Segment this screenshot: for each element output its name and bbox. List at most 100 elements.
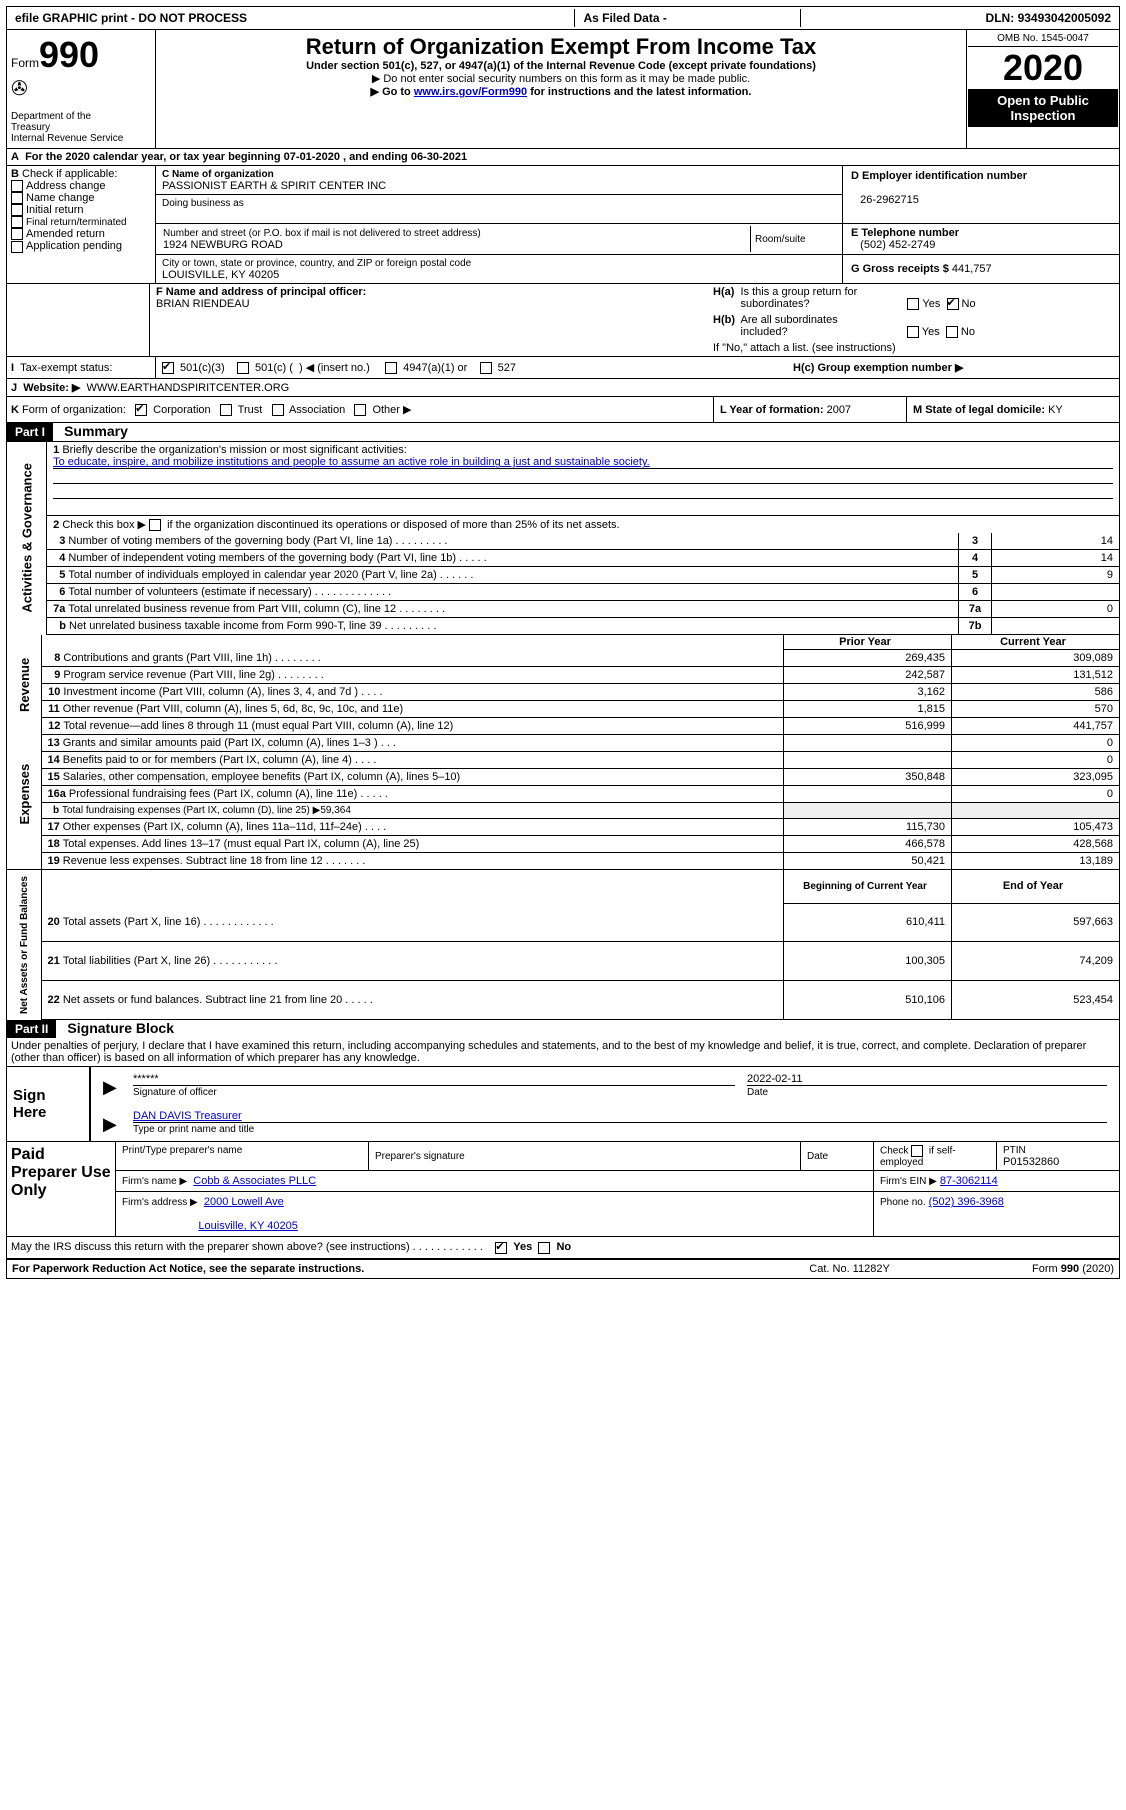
cb-address-change[interactable]: Address change <box>26 180 106 192</box>
c17: 105,473 <box>952 818 1120 835</box>
cb-final-return[interactable]: Final return/terminated <box>26 217 127 228</box>
section-hb-note: If "No," attach a list. (see instruction… <box>707 340 1119 356</box>
p9: 242,587 <box>784 666 952 683</box>
firm-phone: Phone no. (502) 396-3968 <box>874 1192 1120 1237</box>
val-5: 9 <box>992 567 1120 584</box>
val-4: 14 <box>992 550 1120 567</box>
section-ha: H(a) Is this a group return for subordin… <box>707 284 1119 312</box>
sidebar-revenue: Revenue <box>7 635 42 734</box>
preparer-date: Date <box>801 1142 874 1171</box>
prior-year-hdr: Prior Year <box>784 635 952 650</box>
p16b <box>784 802 952 818</box>
p12: 516,999 <box>784 717 952 734</box>
line-20: 20 Total assets (Part X, line 16) . . . … <box>41 903 783 941</box>
form-subtitle-1: Under section 501(c), 527, or 4947(a)(1)… <box>164 60 958 72</box>
firm-name: Firm's name ▶ Cobb & Associates PLLC <box>116 1171 874 1192</box>
line-21: 21 Total liabilities (Part X, line 26) .… <box>41 942 783 981</box>
sign-arrow-icon: ▶ <box>97 1070 127 1101</box>
part-ii-title: Signature Block <box>59 1020 174 1036</box>
section-j: J Website: ▶ WWW.EARTHANDSPIRITCENTER.OR… <box>7 379 1120 397</box>
discuss-line: May the IRS discuss this return with the… <box>7 1237 1120 1259</box>
p14 <box>784 751 952 768</box>
p15: 350,848 <box>784 768 952 785</box>
preparer-self-employed: Check if self-employed <box>874 1142 997 1171</box>
cb-app-pending[interactable]: Application pending <box>26 240 122 252</box>
sidebar-governance: Activities & Governance <box>7 442 47 635</box>
boy-hdr: Beginning of Current Year <box>784 870 952 903</box>
line-14: 14 Benefits paid to or for members (Part… <box>41 751 784 768</box>
line-11: 11 Other revenue (Part VIII, column (A),… <box>42 700 784 717</box>
cb-amended[interactable]: Amended return <box>26 228 105 240</box>
val-3: 14 <box>992 533 1120 550</box>
p13 <box>784 735 952 752</box>
form-title: Return of Organization Exempt From Incom… <box>164 34 958 60</box>
sidebar-net-assets: Net Assets or Fund Balances <box>7 870 41 1020</box>
section-d: D Employer identification number 26-2962… <box>843 166 1120 224</box>
p19: 50,421 <box>784 852 952 869</box>
key-4: 4 <box>959 550 992 567</box>
c15: 323,095 <box>952 768 1120 785</box>
line-16b: b Total fundraising expenses (Part IX, c… <box>41 802 784 818</box>
as-filed: As Filed Data - <box>575 9 801 27</box>
p20: 610,411 <box>784 903 952 941</box>
form-subtitle-3: ▶ Go to www.irs.gov/Form990 for instruct… <box>164 85 958 98</box>
dln: DLN: 93493042005092 <box>801 9 1115 27</box>
c8: 309,089 <box>952 650 1120 667</box>
line-4: 4 Number of independent voting members o… <box>47 550 959 567</box>
c21: 74,209 <box>952 942 1120 981</box>
part-i-header: Part I <box>7 423 53 441</box>
section-m: M State of legal domicile: KY <box>907 397 1120 422</box>
val-7a: 0 <box>992 601 1120 618</box>
line-22: 22 Net assets or fund balances. Subtract… <box>41 981 783 1020</box>
key-3: 3 <box>959 533 992 550</box>
sign-date: 2022-02-11 <box>747 1073 802 1085</box>
c14: 0 <box>952 751 1120 768</box>
section-b: B Check if applicable: Address change Na… <box>7 166 156 283</box>
dept-treasury: Department of theTreasuryInternal Revenu… <box>11 111 151 144</box>
efile-notice: efile GRAPHIC print - DO NOT PROCESS <box>11 9 575 27</box>
p8: 269,435 <box>784 650 952 667</box>
form-no-footer: Form 990 (2020) <box>937 1262 1115 1276</box>
tax-year: 2020 <box>968 47 1118 89</box>
officer-sig: ****** <box>133 1073 159 1085</box>
name-arrow-icon: ▶ <box>97 1107 127 1138</box>
cb-name-change[interactable]: Name change <box>26 192 95 204</box>
current-year-hdr: Current Year <box>952 635 1120 650</box>
preparer-print-name: Print/Type preparer's name <box>116 1142 369 1171</box>
perjury-statement: Under penalties of perjury, I declare th… <box>7 1038 1120 1067</box>
mission-text: To educate, inspire, and mobilize instit… <box>53 456 1113 469</box>
irs-link[interactable]: www.irs.gov/Form990 <box>414 86 527 98</box>
line-1: 1 Briefly describe the organization's mi… <box>47 442 1119 516</box>
eoy-hdr: End of Year <box>952 870 1120 903</box>
line-a: A For the 2020 calendar year, or tax yea… <box>7 149 1120 166</box>
val-6 <box>992 584 1120 601</box>
c10: 586 <box>952 683 1120 700</box>
val-7b <box>992 618 1120 635</box>
line-7b: b Net unrelated business taxable income … <box>47 618 959 635</box>
section-k: K Form of organization: Corporation Trus… <box>7 397 714 422</box>
preparer-ptin: PTINP01532860 <box>997 1142 1120 1171</box>
line-3: 3 Number of voting members of the govern… <box>47 533 959 550</box>
section-i-opts: 501(c)(3) 501(c) ( ) ◀ (insert no.) 4947… <box>156 357 788 378</box>
form-990-number: 990 <box>39 34 99 75</box>
sign-date-label: Date <box>747 1087 768 1098</box>
line-7a: 7a Total unrelated business revenue from… <box>47 601 959 618</box>
line-19: 19 Revenue less expenses. Subtract line … <box>41 852 784 869</box>
officer-name: DAN DAVIS Treasurer <box>133 1110 242 1122</box>
firm-address: Firm's address ▶ 2000 Lowell Ave Louisvi… <box>116 1192 874 1237</box>
firm-ein: Firm's EIN ▶ 87-3062114 <box>874 1171 1120 1192</box>
line-8: 8 Contributions and grants (Part VIII, l… <box>42 650 784 667</box>
key-7a: 7a <box>959 601 992 618</box>
preparer-sig: Preparer's signature <box>369 1142 801 1171</box>
c9: 131,512 <box>952 666 1120 683</box>
cat-no: Cat. No. 11282Y <box>762 1262 937 1276</box>
p18: 466,578 <box>784 835 952 852</box>
header-row: Form990 ✇ Department of theTreasuryInter… <box>7 30 1120 149</box>
officer-sig-label: Signature of officer <box>133 1087 217 1098</box>
section-c-dba: Doing business as <box>156 195 843 224</box>
paid-preparer-label: Paid Preparer Use Only <box>7 1142 116 1236</box>
pigtail-icon: ✇ <box>11 78 28 100</box>
cb-initial-return[interactable]: Initial return <box>26 204 83 216</box>
p11: 1,815 <box>784 700 952 717</box>
open-to-public: Open to Public Inspection <box>968 89 1118 127</box>
